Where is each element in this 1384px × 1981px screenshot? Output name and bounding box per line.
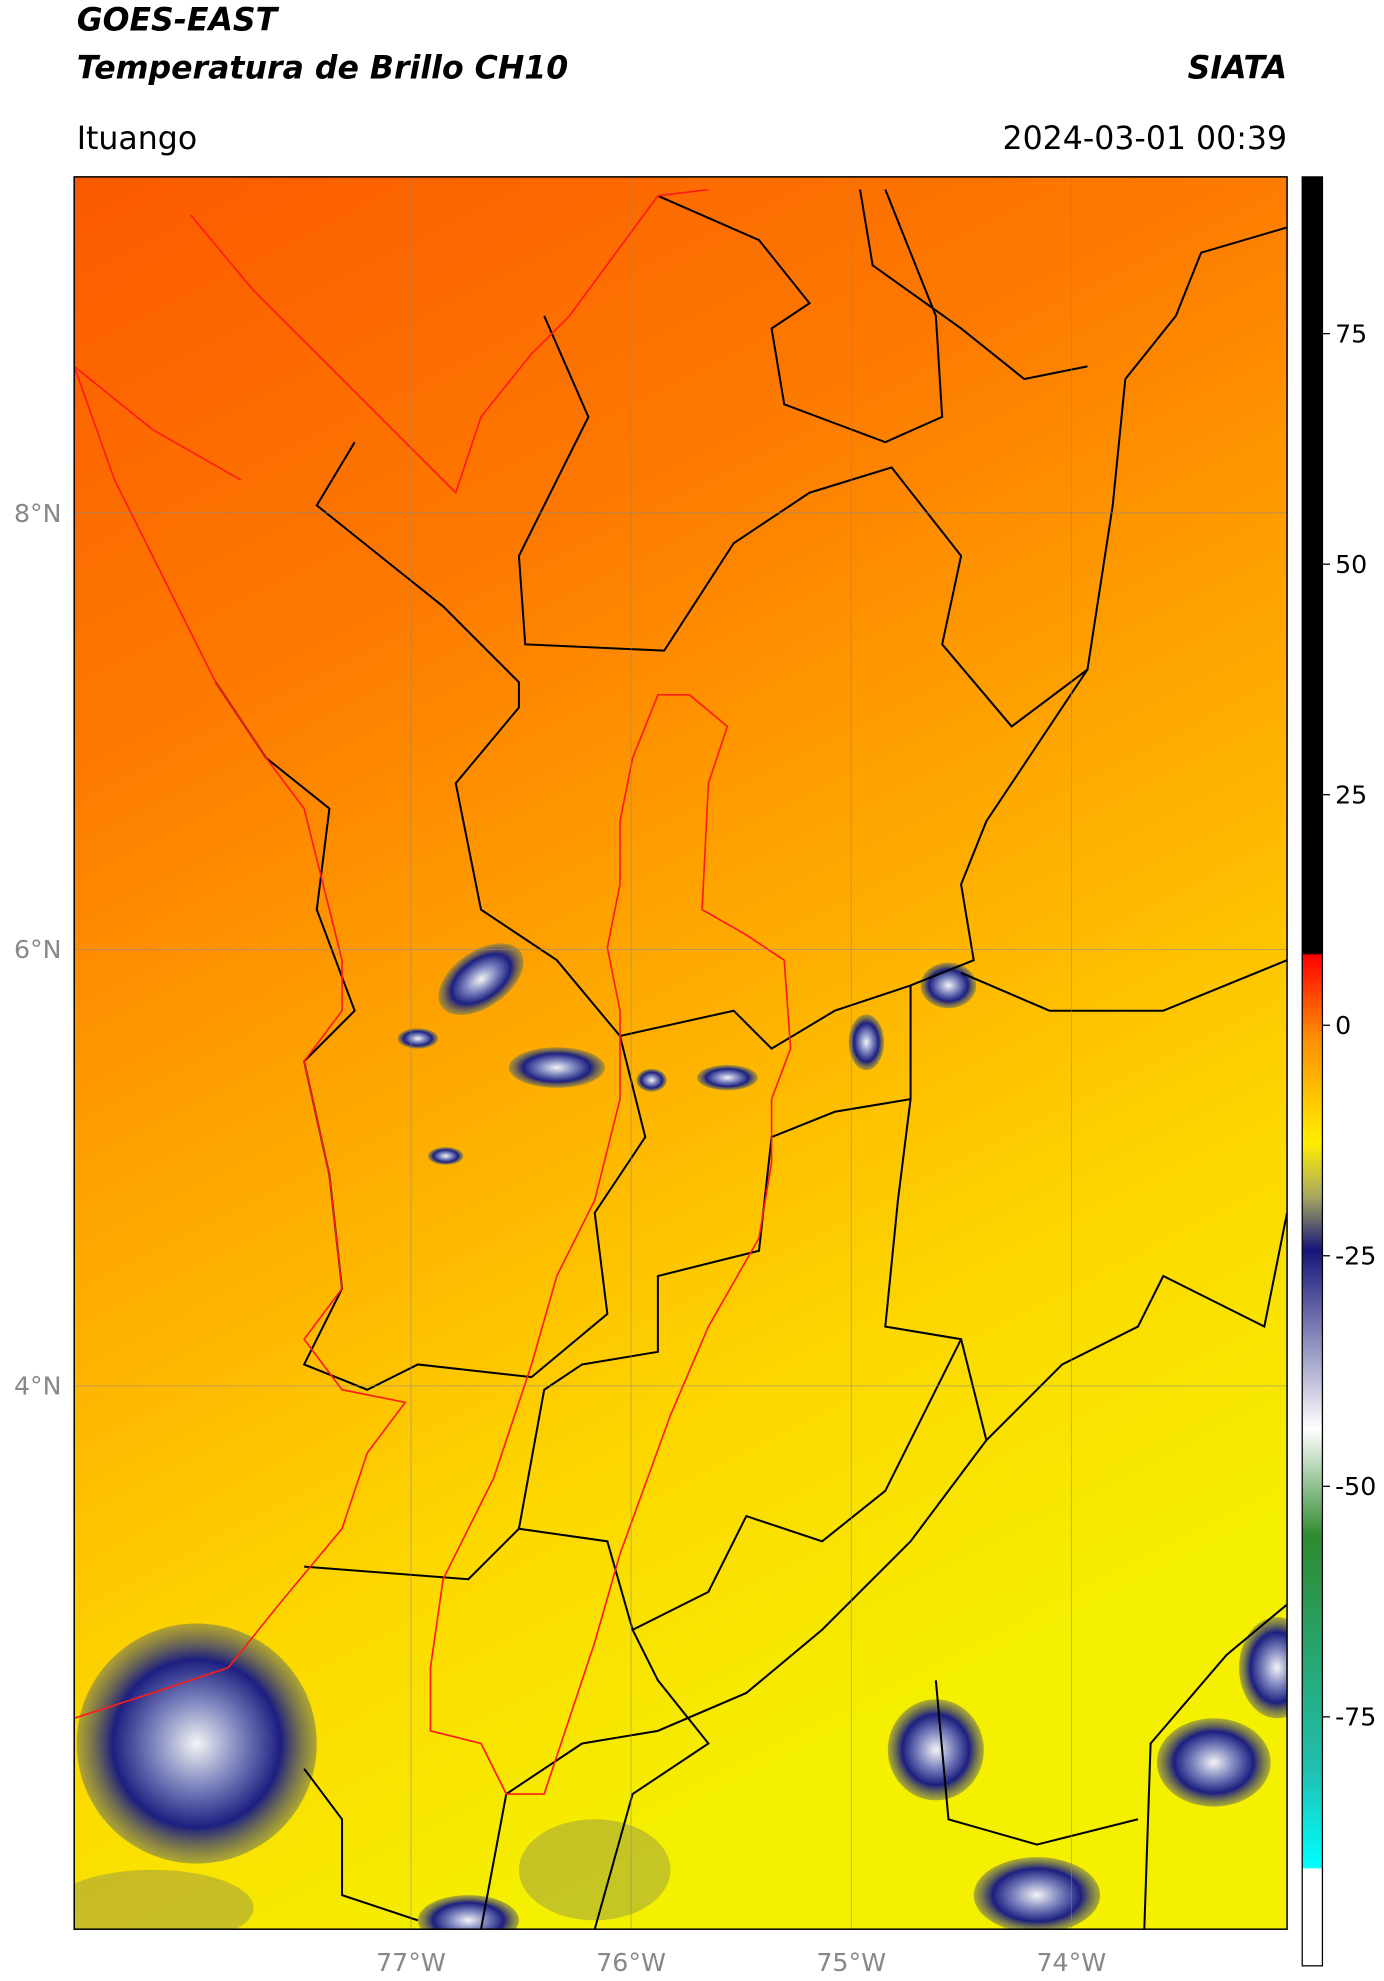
datetime: 2024-03-01 00:39 (1002, 121, 1287, 157)
lon-label: 74°W (1036, 1948, 1106, 1977)
source: SIATA (1188, 50, 1287, 86)
graticule (74, 176, 1288, 1930)
map-frame (73, 176, 1288, 1930)
colorbar-ticks: 75 50 25 0 -25 -50 -75 (1322, 319, 1376, 1732)
colorbar-tick-label: 50 (1335, 550, 1367, 579)
location: Ituango (77, 121, 197, 157)
temperature-field (74, 176, 1288, 1930)
lon-label: 77°W (376, 1948, 446, 1977)
borders (214, 189, 1288, 1930)
lon-label: 76°W (596, 1948, 666, 1977)
map (74, 176, 1288, 1930)
colorbar-tick-label: 0 (1335, 1011, 1351, 1040)
satellite: GOES-EAST (77, 2, 280, 38)
lat-label: 6°N (14, 935, 62, 964)
colorbar-tick-label: -25 (1335, 1242, 1376, 1271)
lat-label: 4°N (14, 1372, 62, 1401)
coast-and-basin (74, 188, 792, 1795)
colorbar-tick-label: 75 (1335, 319, 1367, 348)
colorbar (1301, 176, 1324, 1967)
product: Temperatura de Brillo CH10 (77, 50, 569, 86)
lat-label: 8°N (14, 499, 62, 528)
colorbar-tick-label: 25 (1335, 781, 1367, 810)
geo-labels: 8°N 6°N 4°N 77°W 76°W 75°W 74°W (14, 499, 1106, 1977)
lon-label: 75°W (816, 1948, 886, 1977)
colorbar-tick-label: -50 (1335, 1472, 1376, 1501)
cold-clouds (74, 943, 1288, 1930)
colorbar-tick-label: -75 (1335, 1703, 1376, 1732)
